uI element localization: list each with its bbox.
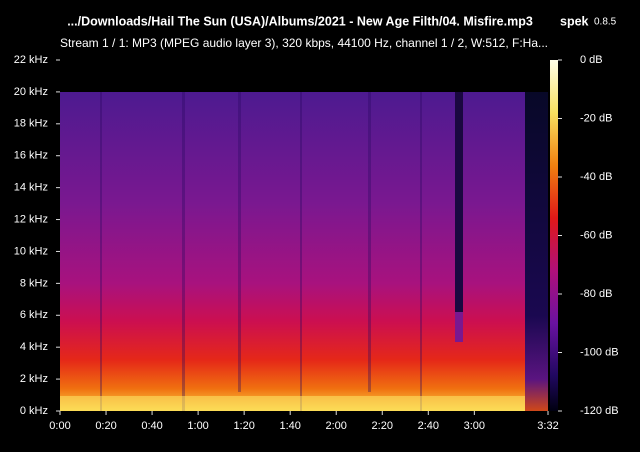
x-tick-label: 0:40 xyxy=(141,420,162,432)
app-version: 0.8.5 xyxy=(594,17,617,28)
y-tick-label: 22 kHz xyxy=(14,54,48,66)
colorbar xyxy=(550,60,558,411)
fade-out xyxy=(525,92,548,411)
y-tick-label: 4 kHz xyxy=(20,341,48,353)
y-tick-label: 12 kHz xyxy=(14,213,48,225)
x-tick-label: 2:00 xyxy=(326,420,347,432)
app-name: spek xyxy=(560,14,589,28)
colorbar-tick-label: -80 dB xyxy=(580,288,612,300)
y-tick-label: 16 kHz xyxy=(14,150,48,162)
bass-band xyxy=(60,396,525,411)
x-tick-label: 3:32 xyxy=(537,420,558,432)
x-tick-label: 0:20 xyxy=(95,420,116,432)
y-tick-label: 18 kHz xyxy=(14,118,48,130)
stream-info: Stream 1 / 1: MP3 (MPEG audio layer 3), … xyxy=(60,36,548,50)
y-tick-label: 14 kHz xyxy=(14,182,48,194)
colorbar-tick-label: -40 dB xyxy=(580,171,612,183)
streaks xyxy=(100,92,422,411)
x-tick-label: 2:20 xyxy=(372,420,393,432)
spectrum-body xyxy=(60,92,525,411)
y-tick-label: 8 kHz xyxy=(20,277,48,289)
spectrogram xyxy=(60,60,548,411)
colorbar-tick-label: 0 dB xyxy=(580,54,603,66)
quiet-gap-low xyxy=(455,312,463,342)
colorbar-tick-label: -120 dB xyxy=(580,405,619,417)
x-tick-label: 1:00 xyxy=(187,420,208,432)
y-tick-label: 6 kHz xyxy=(20,309,48,321)
y-tick-label: 2 kHz xyxy=(20,373,48,385)
y-tick-label: 10 kHz xyxy=(14,245,48,257)
y-tick-label: 0 kHz xyxy=(20,405,48,417)
quiet-gap xyxy=(455,92,463,312)
colorbar-tick-label: -60 dB xyxy=(580,229,612,241)
x-tick-label: 1:20 xyxy=(233,420,254,432)
colorbar-tick-label: -20 dB xyxy=(580,112,612,124)
file-title: .../Downloads/Hail The Sun (USA)/Albums/… xyxy=(67,14,533,28)
x-tick-label: 3:00 xyxy=(464,420,485,432)
x-tick-label: 2:40 xyxy=(418,420,439,432)
colorbar-tick-label: -100 dB xyxy=(580,346,619,358)
title-bar: .../Downloads/Hail The Sun (USA)/Albums/… xyxy=(60,14,617,50)
y-tick-label: 20 kHz xyxy=(14,86,48,98)
x-tick-label: 1:40 xyxy=(279,420,300,432)
x-tick-label: 0:00 xyxy=(49,420,70,432)
